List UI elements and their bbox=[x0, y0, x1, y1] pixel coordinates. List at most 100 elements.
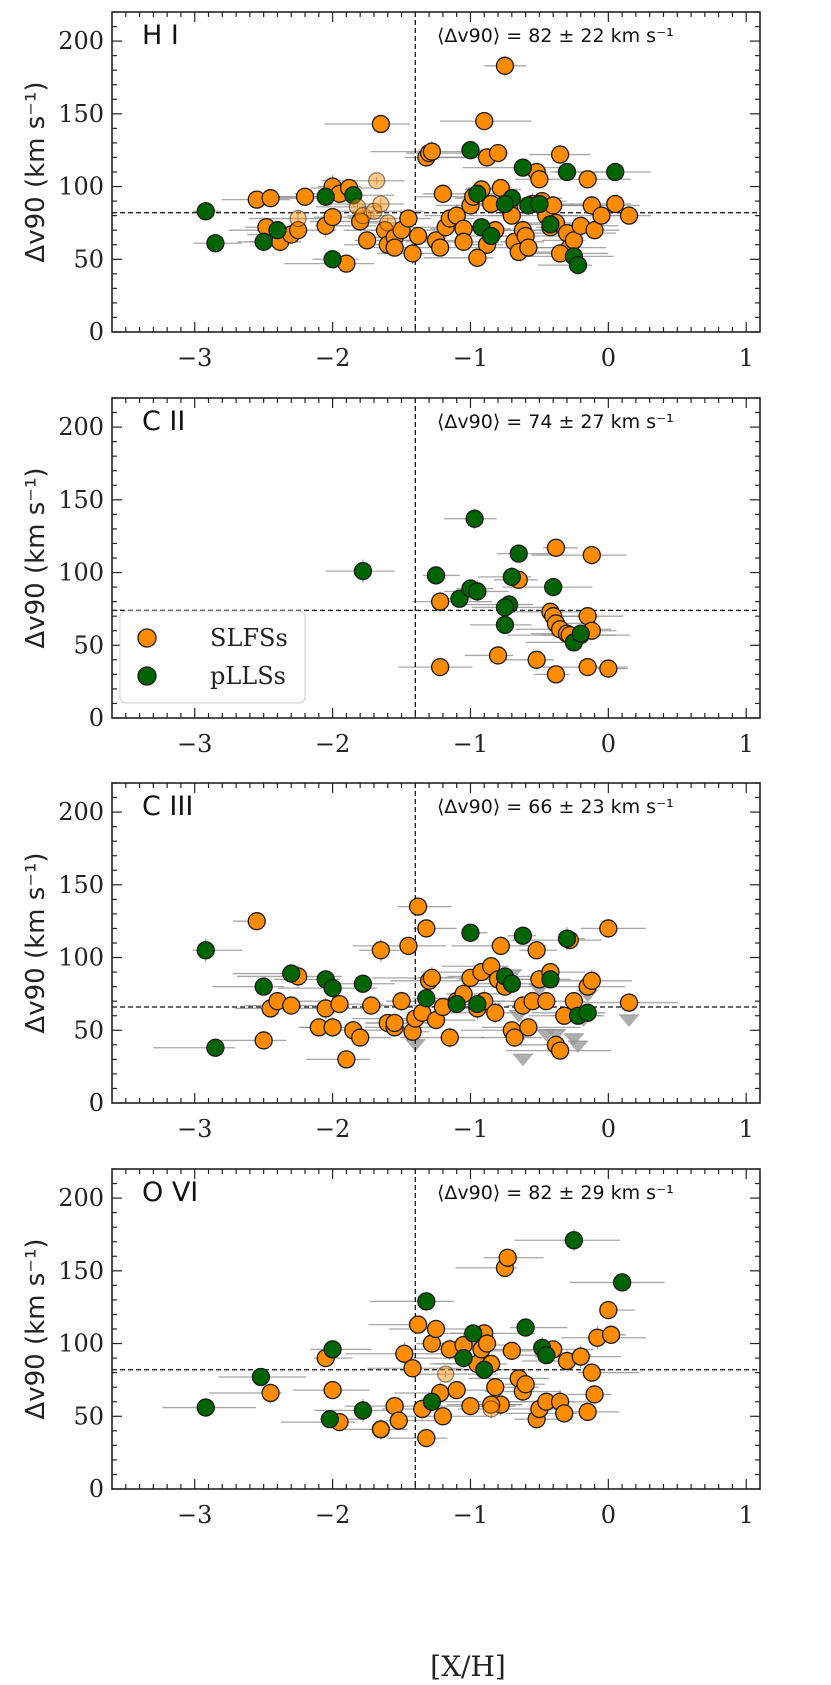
faded-point bbox=[348, 198, 367, 216]
plls-point bbox=[568, 255, 588, 275]
faded-point bbox=[354, 206, 372, 225]
slfs-point bbox=[488, 646, 508, 665]
y-tick-label: 200 bbox=[58, 27, 104, 55]
legend-slfs-marker bbox=[137, 628, 157, 648]
plls-point bbox=[509, 544, 528, 563]
plls-point bbox=[320, 1410, 339, 1429]
slfs-point bbox=[323, 1380, 342, 1400]
plls-point bbox=[612, 1273, 632, 1292]
plls-point bbox=[495, 598, 515, 617]
slfs-point bbox=[578, 170, 597, 189]
slfs-point bbox=[582, 545, 601, 565]
slfs-point bbox=[550, 145, 570, 164]
plls-point bbox=[571, 624, 590, 643]
plls-point bbox=[196, 1398, 215, 1417]
legend: SLFSs pLLSs bbox=[119, 610, 306, 704]
slfs-point bbox=[282, 996, 301, 1015]
upper-limit-arrow bbox=[545, 1029, 566, 1042]
slfs-point bbox=[433, 1407, 453, 1426]
y-tick-label: 200 bbox=[58, 1184, 104, 1212]
mean-label: ⟨Δv90⟩ = 66 ± 23 km s⁻¹ bbox=[437, 796, 674, 818]
plls-point bbox=[447, 994, 466, 1014]
slfs-point bbox=[454, 232, 473, 251]
slfs-point bbox=[505, 1028, 524, 1047]
slfs-point bbox=[599, 659, 618, 678]
slfs-point bbox=[430, 657, 450, 677]
mean-label: ⟨Δv90⟩ = 82 ± 29 km s⁻¹ bbox=[437, 1182, 674, 1204]
slfs-point bbox=[550, 1041, 570, 1060]
plls-point bbox=[544, 577, 563, 597]
plls-point bbox=[513, 926, 533, 945]
legend-plls-marker bbox=[137, 666, 157, 686]
slfs-point bbox=[519, 1018, 538, 1037]
faded-point bbox=[289, 209, 307, 228]
y-tick-label: 200 bbox=[58, 798, 104, 826]
upper-limit-arrow bbox=[619, 1015, 640, 1027]
slfs-point bbox=[491, 936, 510, 956]
slfs-point bbox=[481, 1395, 501, 1414]
y-axis-label: Δv90 (km s⁻¹) bbox=[21, 1238, 51, 1419]
upper-limit-arrow bbox=[529, 984, 550, 997]
faded-point bbox=[372, 1420, 390, 1439]
plls-point bbox=[254, 232, 273, 251]
slfs-point bbox=[403, 1359, 422, 1378]
x-tick-label: 1 bbox=[739, 1115, 754, 1143]
plls-point bbox=[557, 162, 577, 182]
x-tick-label: 0 bbox=[601, 344, 616, 372]
plls-point bbox=[206, 234, 225, 253]
y-tick-label: 50 bbox=[73, 1016, 104, 1044]
slfs-point bbox=[582, 1363, 601, 1382]
y-tick-label: 0 bbox=[89, 1475, 104, 1503]
plls-point bbox=[422, 1392, 442, 1411]
slfs-point bbox=[417, 919, 436, 938]
slfs-point bbox=[408, 226, 428, 246]
plls-point bbox=[464, 1324, 483, 1343]
panel-c-ii: −3 −2 −1 0 1 0 50 100 150 200 C II ⟨Δv90⟩ = 74 ± 27… bbox=[21, 397, 761, 758]
y-axis-label: Δv90 (km s⁻¹) bbox=[21, 81, 51, 262]
slfs-point bbox=[395, 1344, 414, 1363]
ion-label: H I bbox=[142, 20, 179, 51]
plls-point bbox=[481, 226, 501, 246]
slfs-point bbox=[247, 912, 266, 931]
slfs-point bbox=[475, 111, 494, 131]
upper-limit-arrow bbox=[563, 1033, 584, 1046]
plls-point bbox=[475, 1360, 494, 1379]
y-tick-label: 100 bbox=[58, 559, 104, 587]
x-tick-label: −1 bbox=[453, 1501, 488, 1529]
slfs-point bbox=[422, 968, 442, 988]
plls-point bbox=[196, 941, 215, 960]
x-axis-label: [X/H] bbox=[430, 1650, 506, 1683]
legend-box bbox=[119, 610, 306, 704]
slfs-point bbox=[371, 941, 391, 960]
slfs-point bbox=[351, 1028, 370, 1047]
upper-limit-arrow bbox=[405, 1039, 426, 1052]
slfs-point bbox=[417, 1428, 436, 1448]
slfs-point bbox=[323, 207, 342, 227]
slfs-point bbox=[516, 1375, 535, 1394]
plls-point bbox=[323, 250, 342, 269]
plls-point bbox=[502, 974, 521, 993]
slfs-point bbox=[527, 941, 546, 960]
plls-point bbox=[417, 1292, 436, 1311]
plls-point bbox=[282, 964, 301, 983]
plls-point bbox=[353, 561, 373, 581]
legend-plls-label: pLLSs bbox=[210, 662, 286, 690]
plls-point bbox=[196, 202, 215, 221]
plls-point bbox=[268, 221, 287, 240]
data-points bbox=[196, 897, 639, 1069]
x-tick-label: −3 bbox=[177, 1501, 212, 1529]
plls-point bbox=[495, 615, 515, 635]
ion-label: C III bbox=[142, 791, 193, 822]
x-tick-label: −3 bbox=[177, 1115, 212, 1143]
slfs-point bbox=[468, 248, 487, 267]
slfs-point bbox=[578, 1402, 597, 1422]
x-tick-label: −1 bbox=[453, 1115, 488, 1143]
y-tick-label: 150 bbox=[58, 486, 104, 514]
plls-point bbox=[541, 970, 560, 989]
x-tick-label: 0 bbox=[601, 730, 616, 758]
y-tick-label: 100 bbox=[58, 173, 104, 201]
slfs-point bbox=[403, 244, 422, 263]
faded-point bbox=[368, 172, 386, 190]
slfs-point bbox=[619, 206, 639, 225]
